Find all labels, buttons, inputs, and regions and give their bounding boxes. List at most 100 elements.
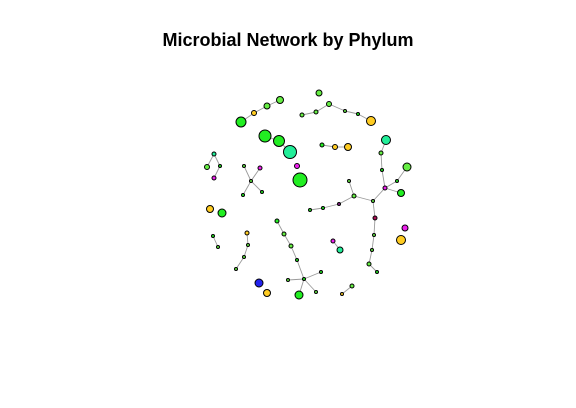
node	[330, 238, 336, 244]
edge	[243, 244, 249, 258]
node	[347, 179, 351, 183]
node	[288, 243, 294, 249]
edge	[348, 180, 355, 197]
edge	[287, 278, 305, 281]
edge	[372, 200, 376, 219]
node	[397, 189, 405, 197]
node	[216, 245, 220, 249]
node	[308, 208, 312, 212]
node	[370, 248, 374, 252]
node	[257, 165, 263, 171]
node	[294, 290, 304, 300]
node	[378, 150, 384, 156]
node	[326, 101, 332, 107]
edge	[380, 152, 383, 171]
node	[206, 205, 214, 213]
node	[380, 168, 384, 172]
edge	[250, 180, 263, 193]
node	[372, 215, 378, 221]
node	[344, 143, 352, 151]
node	[242, 255, 246, 259]
edge	[338, 195, 355, 205]
edge	[373, 217, 376, 236]
node	[241, 193, 245, 197]
node	[302, 277, 306, 281]
node	[401, 224, 409, 232]
node	[319, 142, 325, 148]
node	[254, 278, 264, 288]
node	[395, 179, 399, 183]
node	[242, 164, 246, 168]
node	[349, 283, 355, 289]
node	[276, 96, 284, 104]
edge	[381, 169, 386, 189]
node	[315, 89, 323, 97]
node	[381, 135, 391, 145]
node	[286, 278, 290, 282]
node	[372, 233, 376, 237]
node	[299, 112, 305, 118]
edge	[371, 234, 375, 251]
edge	[235, 256, 245, 270]
node	[340, 292, 344, 296]
node	[321, 206, 325, 210]
node	[375, 270, 379, 274]
edge	[296, 259, 305, 280]
edge	[242, 180, 252, 196]
node	[249, 179, 253, 183]
node	[366, 116, 376, 126]
node	[356, 112, 360, 116]
node	[273, 135, 285, 147]
node	[204, 164, 210, 170]
edge	[353, 195, 374, 202]
edge	[322, 203, 340, 209]
node	[211, 175, 217, 181]
edge	[372, 187, 386, 202]
edge	[303, 278, 317, 293]
node	[211, 234, 215, 238]
node	[235, 116, 247, 128]
edge	[250, 167, 261, 182]
node	[292, 172, 308, 188]
node	[263, 289, 271, 297]
edge	[344, 110, 359, 115]
node	[366, 261, 372, 267]
node	[382, 185, 388, 191]
node	[351, 193, 357, 199]
node	[371, 199, 375, 203]
node	[295, 258, 299, 262]
node	[294, 163, 300, 169]
node	[246, 243, 250, 247]
edge	[243, 165, 252, 182]
node	[217, 208, 227, 218]
edge	[212, 235, 219, 248]
edge	[303, 271, 322, 280]
node	[314, 290, 318, 294]
node	[244, 230, 250, 236]
node	[234, 267, 238, 271]
node	[336, 246, 344, 254]
node	[263, 102, 271, 110]
node	[274, 218, 280, 224]
node	[283, 145, 297, 159]
node	[396, 235, 406, 245]
node	[258, 129, 272, 143]
chart-title: Microbial Network by Phylum	[162, 30, 414, 50]
node	[211, 151, 217, 157]
edge	[290, 245, 298, 261]
node	[281, 231, 287, 237]
node	[319, 270, 323, 274]
edges	[206, 99, 408, 296]
node	[402, 162, 412, 172]
node	[251, 110, 257, 116]
node	[337, 202, 341, 206]
node	[218, 164, 222, 168]
node	[332, 144, 338, 150]
node	[260, 190, 264, 194]
nodes	[204, 89, 412, 300]
node	[343, 109, 347, 113]
edge	[309, 207, 324, 211]
node	[313, 109, 319, 115]
